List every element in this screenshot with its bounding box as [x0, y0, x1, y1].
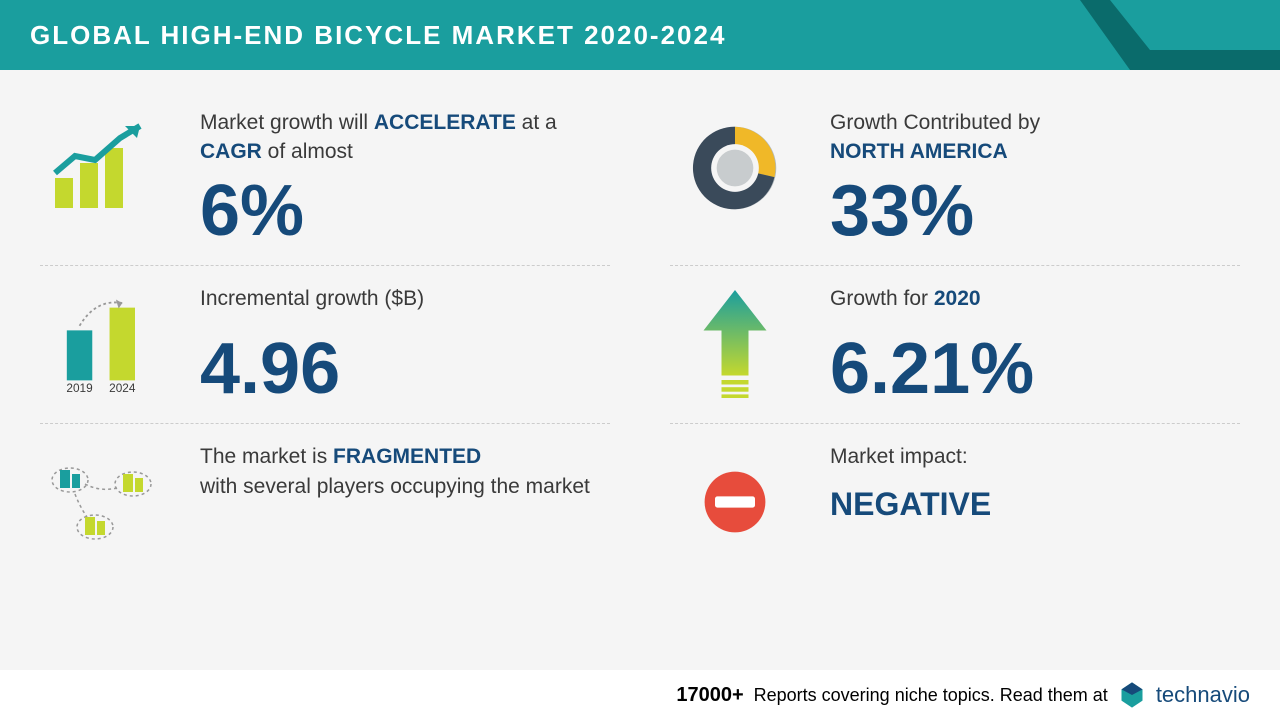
infographic-container: GLOBAL HIGH-END BICYCLE MARKET 2020-2024 — [0, 0, 1280, 720]
donut-icon — [670, 108, 800, 228]
stat-region: Growth Contributed byNORTH AMERICA 33% — [670, 90, 1240, 266]
stat-growth-year-text: Growth for 2020 6.21% — [830, 284, 1240, 405]
stat-fragmented-label: The market is FRAGMENTED with several pl… — [200, 442, 610, 501]
content-area: Market growth will ACCELERATE at a CAGR … — [0, 70, 1280, 670]
header-accent-shape — [1080, 0, 1280, 70]
bar-compare-icon: 2019 2024 — [40, 284, 170, 404]
right-column: Growth Contributed byNORTH AMERICA 33% — [670, 90, 1240, 660]
growth-chart-icon — [40, 108, 170, 228]
header-bar: GLOBAL HIGH-END BICYCLE MARKET 2020-2024 — [0, 0, 1280, 70]
footer-bar: 17000+ Reports covering niche topics. Re… — [0, 670, 1280, 720]
footer-count: 17000+ — [676, 684, 743, 707]
minus-icon — [670, 442, 800, 562]
stat-growth-year-label: Growth for 2020 — [830, 284, 1240, 313]
stat-growth-year-value: 6.21% — [830, 333, 1240, 405]
stat-cagr-value: 6% — [200, 175, 610, 247]
page-title: GLOBAL HIGH-END BICYCLE MARKET 2020-2024 — [30, 20, 726, 51]
svg-text:2019: 2019 — [66, 381, 92, 394]
stat-region-value: 33% — [830, 175, 1240, 247]
stat-impact-label: Market impact: — [830, 442, 1240, 471]
stat-impact-text: Market impact: NEGATIVE — [830, 442, 1240, 534]
arrow-up-icon — [670, 284, 800, 404]
technavio-logo-icon — [1118, 681, 1146, 709]
stat-cagr: Market growth will ACCELERATE at a CAGR … — [40, 90, 610, 266]
stat-fragmented-text: The market is FRAGMENTED with several pl… — [200, 442, 610, 509]
stat-impact-value: NEGATIVE — [830, 482, 1240, 527]
stat-incremental: 2019 2024 Incremental growth ($B) 4.96 — [40, 266, 610, 424]
left-column: Market growth will ACCELERATE at a CAGR … — [40, 90, 610, 660]
stat-cagr-label: Market growth will ACCELERATE at a CAGR … — [200, 108, 610, 167]
footer-text: Reports covering niche topics. Read them… — [754, 685, 1108, 706]
svg-text:2024: 2024 — [109, 381, 136, 394]
stat-cagr-text: Market growth will ACCELERATE at a CAGR … — [200, 108, 610, 247]
buildings-icon — [40, 442, 170, 562]
technavio-logo-text: technavio — [1156, 682, 1250, 708]
stat-incremental-value: 4.96 — [200, 333, 610, 405]
stat-incremental-label: Incremental growth ($B) — [200, 284, 610, 313]
stat-fragmented: The market is FRAGMENTED with several pl… — [40, 424, 610, 580]
stat-region-text: Growth Contributed byNORTH AMERICA 33% — [830, 108, 1240, 247]
stat-impact: Market impact: NEGATIVE — [670, 424, 1240, 580]
stat-incremental-text: Incremental growth ($B) 4.96 — [200, 284, 610, 405]
stat-region-label: Growth Contributed byNORTH AMERICA — [830, 108, 1240, 167]
stat-growth-year: Growth for 2020 6.21% — [670, 266, 1240, 424]
